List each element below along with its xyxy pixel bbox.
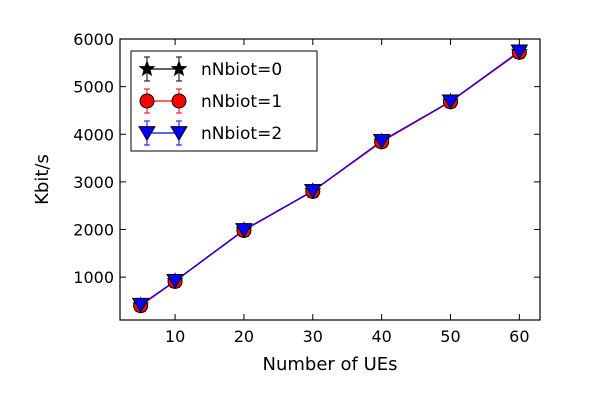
plot-area	[131, 43, 529, 314]
data-point	[372, 134, 391, 150]
legend-label: nNbiot=0	[201, 60, 282, 80]
legend: nNbiot=0 nNbiot=1 nNbiot=2	[130, 50, 318, 152]
data-point	[131, 297, 150, 313]
x-tick-label: 20	[234, 327, 254, 346]
x-tick-label: 60	[509, 327, 529, 346]
legend-marker	[138, 60, 156, 77]
legend-marker	[171, 93, 187, 109]
data-point	[441, 94, 460, 110]
x-axis-label: Number of UEs	[262, 354, 397, 375]
y-tick-label: 1000	[73, 268, 114, 287]
y-axis-label: Kbit/s	[32, 154, 53, 205]
axis-ticks: 10 20 30 40 50 60 1000 2000 3000 4000 5000 6000	[73, 30, 540, 346]
y-tick-label: 2000	[73, 221, 114, 240]
data-point	[235, 223, 253, 239]
x-tick-label: 10	[165, 327, 185, 346]
legend-label: nNbiot=2	[201, 124, 282, 144]
y-tick-label: 5000	[73, 78, 114, 97]
x-tick-label: 50	[440, 327, 460, 346]
y-tick-label: 4000	[73, 125, 114, 144]
y-tick-label: 3000	[73, 173, 114, 192]
legend-marker	[170, 60, 188, 77]
legend-marker	[139, 93, 155, 109]
series-markers-2	[131, 44, 529, 313]
x-tick-label: 40	[371, 327, 391, 346]
x-tick-label: 30	[303, 327, 323, 346]
legend-label: nNbiot=1	[201, 92, 282, 112]
legend-marker	[170, 126, 188, 142]
legend-marker	[138, 126, 156, 142]
axes-frame	[119, 38, 541, 321]
data-point	[303, 184, 322, 200]
y-tick-label: 6000	[73, 30, 114, 49]
data-point	[166, 274, 184, 290]
